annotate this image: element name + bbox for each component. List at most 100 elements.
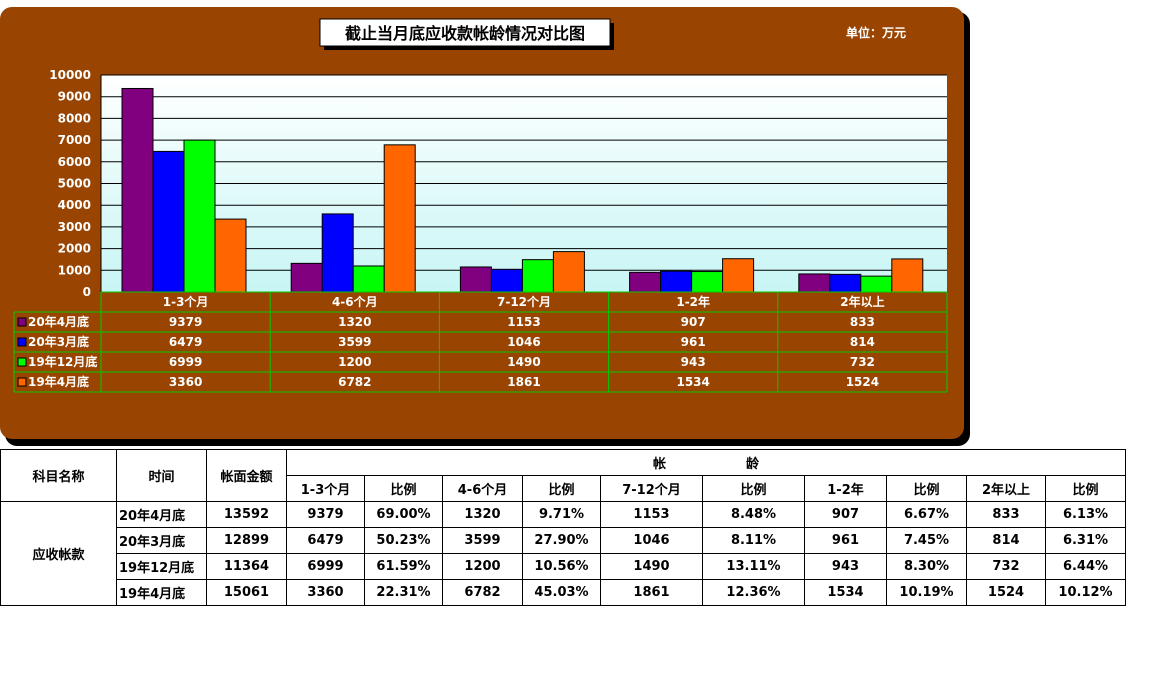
table-row: 19年4月底 15061 3360 22.31% 6782 45.03% 1861 12.36… <box>1 579 1126 606</box>
chart-title: 截止当月底应收款帐龄情况对比图 <box>345 24 585 43</box>
value-cell: 6.44% <box>1045 553 1126 580</box>
subheader-cell: 1-3个月 <box>286 475 365 502</box>
data-label: 1200 <box>338 355 371 369</box>
bar <box>383 144 416 293</box>
value-cell: 10.56% <box>522 553 601 580</box>
header-time: 时间 <box>116 449 207 502</box>
bar <box>860 275 893 293</box>
bar <box>459 266 492 293</box>
subheader-cell: 2年以上 <box>966 475 1046 502</box>
bar <box>183 139 216 293</box>
legend-swatch <box>17 337 27 347</box>
amount-cell: 12899 <box>206 527 287 554</box>
table-row: 应收帐款 20年4月底 13592 9379 69.00% 1320 9.71% 1153 8.… <box>0 501 1126 606</box>
data-label: 3599 <box>338 335 371 349</box>
bars <box>100 75 924 293</box>
value-cell: 1153 <box>600 501 703 528</box>
subheader-cell: 1-2年 <box>804 475 887 502</box>
bar <box>521 259 554 293</box>
category-label: 2年以上 <box>840 294 884 309</box>
value-cell: 69.00% <box>364 501 443 528</box>
data-label: 6479 <box>169 335 202 349</box>
legend-swatch <box>17 317 27 327</box>
header-subject: 科目名称 <box>0 449 117 502</box>
data-label: 1534 <box>676 375 709 389</box>
table-row: 19年12月底 11364 6999 61.59% 1200 10.56% 1490 13.1… <box>1 553 1126 580</box>
sub-header-row: 1-3个月 比例 4-6个月 比例 7-12个月 比例 1-2年 比例 2年以上 比例 <box>1 475 1126 502</box>
subheader-cell: 比例 <box>364 475 443 502</box>
header-aging: 帐龄 <box>286 449 1126 476</box>
bar <box>691 271 724 293</box>
time-cell: 19年12月底 <box>116 553 207 580</box>
data-label: 1153 <box>507 315 540 329</box>
value-cell: 6.13% <box>1045 501 1126 528</box>
y-tick-label: 8000 <box>58 111 91 125</box>
value-cell: 9379 <box>286 501 365 528</box>
data-label: 1524 <box>846 375 879 389</box>
bar-chart: 截止当月底应收款帐龄情况对比图 单位：万元 0 1000 2000 3000 4000 5… <box>0 7 970 446</box>
value-cell: 6479 <box>286 527 365 554</box>
subject-cell: 应收帐款 <box>0 501 117 606</box>
legend-swatch <box>17 377 27 387</box>
y-tick-label: 3000 <box>58 220 91 234</box>
data-label: 943 <box>681 355 706 369</box>
value-cell: 1524 <box>966 579 1046 606</box>
subheader-cell: 比例 <box>522 475 601 502</box>
y-tick-label: 10000 <box>49 68 91 82</box>
data-label: 1320 <box>338 315 371 329</box>
summary-table: 科目名称 时间 帐面金额 帐龄 1-3个月 比例 4-6个月 比例 7-12个月 比例 1-… <box>0 449 1126 606</box>
header-aging-char2: 龄 <box>746 457 760 472</box>
data-label: 1861 <box>507 375 540 389</box>
category-label: 4-6个月 <box>332 294 378 309</box>
value-cell: 10.12% <box>1045 579 1126 606</box>
subheader-cell: 7-12个月 <box>600 475 703 502</box>
value-cell: 50.23% <box>364 527 443 554</box>
value-cell: 12.36% <box>702 579 805 606</box>
legend-label: 20年3月底 <box>28 334 89 349</box>
value-cell: 8.48% <box>702 501 805 528</box>
bar <box>152 150 185 293</box>
subheader-cell: 比例 <box>702 475 805 502</box>
legend-swatch <box>17 357 27 367</box>
amount-cell: 13592 <box>206 501 287 528</box>
y-tick-label: 7000 <box>58 133 91 147</box>
y-tick-label: 6000 <box>58 155 91 169</box>
y-tick-label: 5000 <box>58 177 91 191</box>
y-tick-label: 0 <box>83 285 91 299</box>
y-tick-label: 9000 <box>58 90 91 104</box>
title-box <box>319 18 611 47</box>
value-cell: 907 <box>804 501 887 528</box>
value-cell: 61.59% <box>364 553 443 580</box>
value-cell: 45.03% <box>522 579 601 606</box>
time-cell: 19年4月底 <box>116 579 207 606</box>
value-cell: 1861 <box>600 579 703 606</box>
value-cell: 3599 <box>442 527 523 554</box>
value-cell: 6999 <box>286 553 365 580</box>
bar <box>121 87 154 293</box>
bar <box>829 273 862 293</box>
value-cell: 6.31% <box>1045 527 1126 554</box>
value-cell: 943 <box>804 553 887 580</box>
legend-label: 20年4月底 <box>28 314 89 329</box>
subheader-cell: 比例 <box>1045 475 1126 502</box>
data-label: 1490 <box>507 355 540 369</box>
value-cell: 9.71% <box>522 501 601 528</box>
y-tick-label: 1000 <box>58 263 91 277</box>
time-cell: 20年4月底 <box>116 501 207 528</box>
unit-label: 单位：万元 <box>846 25 906 40</box>
legend-label: 19年4月底 <box>28 374 89 389</box>
header-aging-char1: 帐 <box>652 457 666 472</box>
value-cell: 6782 <box>442 579 523 606</box>
data-label: 3360 <box>169 375 202 389</box>
time-cell: 20年3月底 <box>116 527 207 554</box>
value-cell: 961 <box>804 527 887 554</box>
value-cell: 833 <box>966 501 1046 528</box>
data-label: 814 <box>850 335 875 349</box>
data-label: 9379 <box>169 315 202 329</box>
bar <box>290 262 323 293</box>
chart-panel: 截止当月底应收款帐龄情况对比图 单位：万元 0 1000 2000 3000 4000 5… <box>0 7 970 446</box>
category-label: 1-2年 <box>676 294 710 309</box>
y-axis-ticks: 0 1000 2000 3000 4000 5000 6000 7000 8000 9000 100… <box>49 68 91 299</box>
y-tick-label: 4000 <box>58 198 91 212</box>
y-tick-label: 2000 <box>58 242 91 256</box>
